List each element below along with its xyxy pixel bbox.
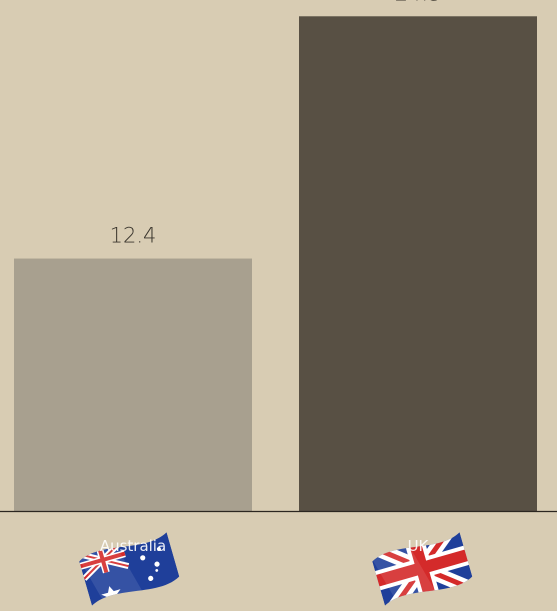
bar-australia	[14, 258, 252, 511]
value-label-uk: 24.3	[395, 0, 442, 5]
australia-flag-icon	[78, 531, 181, 607]
uk-flag-icon	[371, 531, 474, 607]
category-label-uk: UK	[408, 537, 430, 555]
category-label-australia: Australia	[100, 537, 166, 555]
value-label-australia: 12.4	[110, 224, 157, 248]
bar-uk	[299, 16, 537, 511]
